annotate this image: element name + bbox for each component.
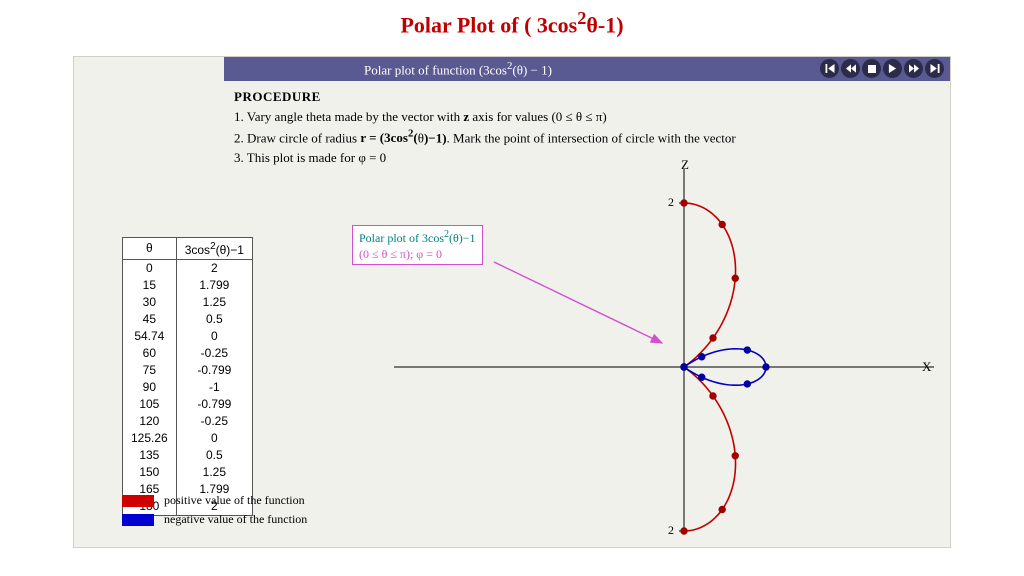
tick-top: 2 bbox=[668, 195, 674, 210]
table-row: 450.5 bbox=[123, 311, 253, 328]
table-body: 02151.799301.25450.554.74060-0.2575-0.79… bbox=[123, 260, 253, 516]
table-row: 02 bbox=[123, 260, 253, 278]
procedure-line-2: 2. Draw circle of radius r = (3cos2(θ)−1… bbox=[234, 126, 938, 148]
z-axis-label: Z bbox=[681, 157, 689, 173]
titlebar-text: Polar plot of function (3cos2(θ) − 1) bbox=[364, 60, 552, 78]
table-row: 120-0.25 bbox=[123, 413, 253, 430]
titlebar: Polar plot of function (3cos2(θ) − 1) bbox=[224, 57, 950, 81]
legend-positive-label: positive value of the function bbox=[164, 493, 305, 508]
player-controls bbox=[820, 59, 944, 78]
legend-positive: positive value of the function bbox=[122, 493, 307, 508]
plot-area: Z X 2 2 bbox=[394, 157, 944, 537]
procedure-heading: PROCEDURE bbox=[234, 87, 938, 107]
table-row: 90-1 bbox=[123, 379, 253, 396]
fast-forward-button[interactable] bbox=[904, 59, 923, 78]
procedure-line-1: 1. Vary angle theta made by the vector w… bbox=[234, 107, 938, 127]
legend: positive value of the function negative … bbox=[122, 493, 307, 531]
page-title: Polar Plot of ( 3cos2θ-1) bbox=[0, 0, 1024, 44]
table-row: 105-0.799 bbox=[123, 396, 253, 413]
table-header-value: 3cos2(θ)−1 bbox=[176, 238, 252, 260]
tick-bottom: 2 bbox=[668, 523, 674, 538]
table-row: 54.740 bbox=[123, 328, 253, 345]
polar-plot-svg bbox=[394, 157, 944, 537]
play-button[interactable] bbox=[883, 59, 902, 78]
table-row: 60-0.25 bbox=[123, 345, 253, 362]
skip-end-button[interactable] bbox=[925, 59, 944, 78]
table-row: 1350.5 bbox=[123, 447, 253, 464]
table-header-theta: θ bbox=[123, 238, 177, 260]
table-row: 125.260 bbox=[123, 430, 253, 447]
swatch-positive bbox=[122, 495, 154, 507]
x-axis-label: X bbox=[922, 359, 931, 375]
table-row: 151.799 bbox=[123, 277, 253, 294]
main-panel: Polar plot of function (3cos2(θ) − 1) PR… bbox=[73, 56, 951, 548]
procedure-block: PROCEDURE 1. Vary angle theta made by th… bbox=[234, 87, 938, 167]
swatch-negative bbox=[122, 514, 154, 526]
table-row: 75-0.799 bbox=[123, 362, 253, 379]
legend-negative-label: negative value of the function bbox=[164, 512, 307, 527]
table-row: 1501.25 bbox=[123, 464, 253, 481]
rewind-button[interactable] bbox=[841, 59, 860, 78]
stop-button[interactable] bbox=[862, 59, 881, 78]
table-row: 301.25 bbox=[123, 294, 253, 311]
skip-start-button[interactable] bbox=[820, 59, 839, 78]
data-table: θ 3cos2(θ)−1 02151.799301.25450.554.7406… bbox=[122, 237, 253, 516]
legend-negative: negative value of the function bbox=[122, 512, 307, 527]
